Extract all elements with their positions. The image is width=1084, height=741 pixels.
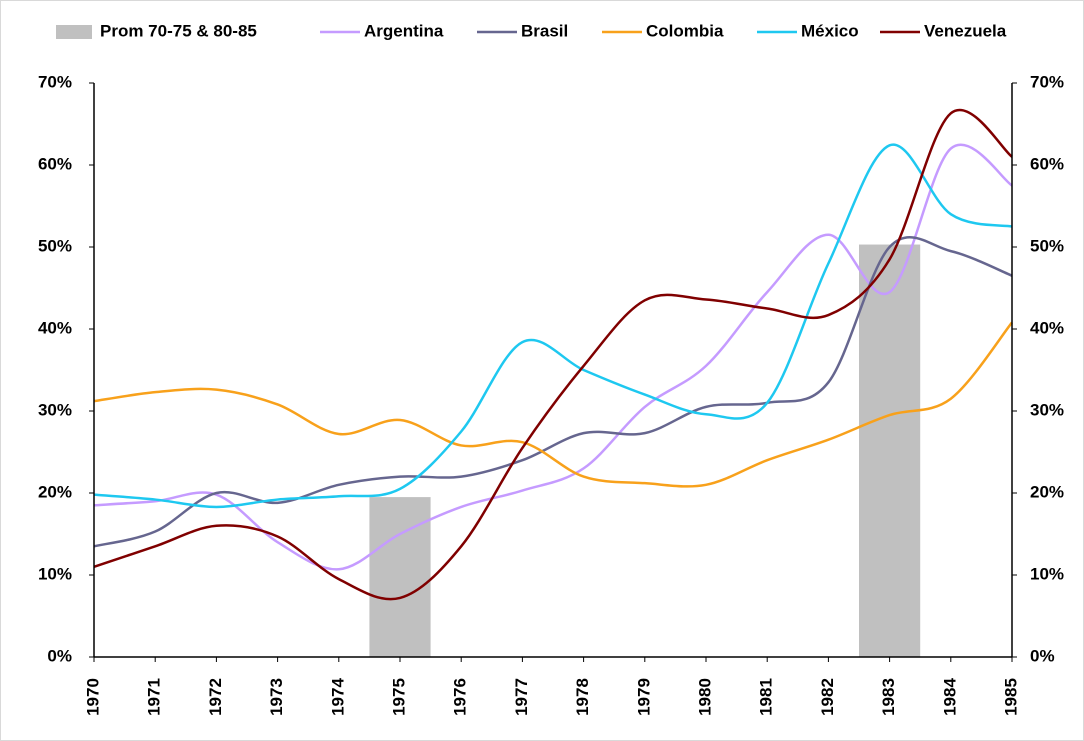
y-tick-label: 40% bbox=[38, 318, 72, 337]
x-tick-label: 1974 bbox=[328, 678, 347, 716]
y2-tick-label: 40% bbox=[1030, 318, 1064, 337]
y-tick-label: 10% bbox=[38, 564, 72, 583]
legend-label: Prom 70-75 & 80-85 bbox=[100, 21, 257, 40]
y2-tick-label: 0% bbox=[1030, 646, 1055, 665]
y2-tick-label: 50% bbox=[1030, 236, 1064, 255]
x-tick-label: 1982 bbox=[818, 678, 837, 716]
y-tick-label: 20% bbox=[38, 482, 72, 501]
x-tick-label: 1977 bbox=[512, 678, 531, 716]
line-series bbox=[93, 109, 1013, 601]
x-tick-label: 1970 bbox=[83, 678, 102, 716]
y2-tick-label: 10% bbox=[1030, 564, 1064, 583]
x-tick-label: 1971 bbox=[145, 678, 164, 716]
line-series bbox=[93, 321, 1013, 488]
y-tick-label: 70% bbox=[38, 72, 72, 91]
y2-tick-label: 60% bbox=[1030, 154, 1064, 173]
x-tick-label: 1980 bbox=[695, 678, 714, 716]
line-series bbox=[93, 143, 1013, 509]
legend-label: Brasil bbox=[521, 21, 568, 40]
bar bbox=[369, 497, 431, 657]
legend-label: Argentina bbox=[364, 21, 444, 40]
x-tick-label: 1981 bbox=[757, 678, 776, 716]
x-tick-label: 1975 bbox=[389, 678, 408, 716]
legend-label: México bbox=[801, 21, 859, 40]
x-tick-label: 1973 bbox=[267, 678, 286, 716]
legend-label: Venezuela bbox=[924, 21, 1007, 40]
y-tick-label: 50% bbox=[38, 236, 72, 255]
x-tick-label: 1984 bbox=[940, 678, 959, 716]
x-tick-label: 1978 bbox=[573, 678, 592, 716]
x-tick-label: 1972 bbox=[206, 678, 225, 716]
bar bbox=[859, 244, 921, 658]
legend-swatch bbox=[56, 25, 92, 39]
x-tick-label: 1983 bbox=[879, 678, 898, 716]
y-tick-label: 0% bbox=[47, 646, 72, 665]
y-tick-label: 30% bbox=[38, 400, 72, 419]
x-tick-label: 1979 bbox=[634, 678, 653, 716]
x-tick-label: 1985 bbox=[1001, 678, 1020, 716]
y2-tick-label: 30% bbox=[1030, 400, 1064, 419]
legend-label: Colombia bbox=[646, 21, 724, 40]
y2-tick-label: 20% bbox=[1030, 482, 1064, 501]
y-tick-label: 60% bbox=[38, 154, 72, 173]
y2-tick-label: 70% bbox=[1030, 72, 1064, 91]
x-tick-label: 1976 bbox=[451, 678, 470, 716]
